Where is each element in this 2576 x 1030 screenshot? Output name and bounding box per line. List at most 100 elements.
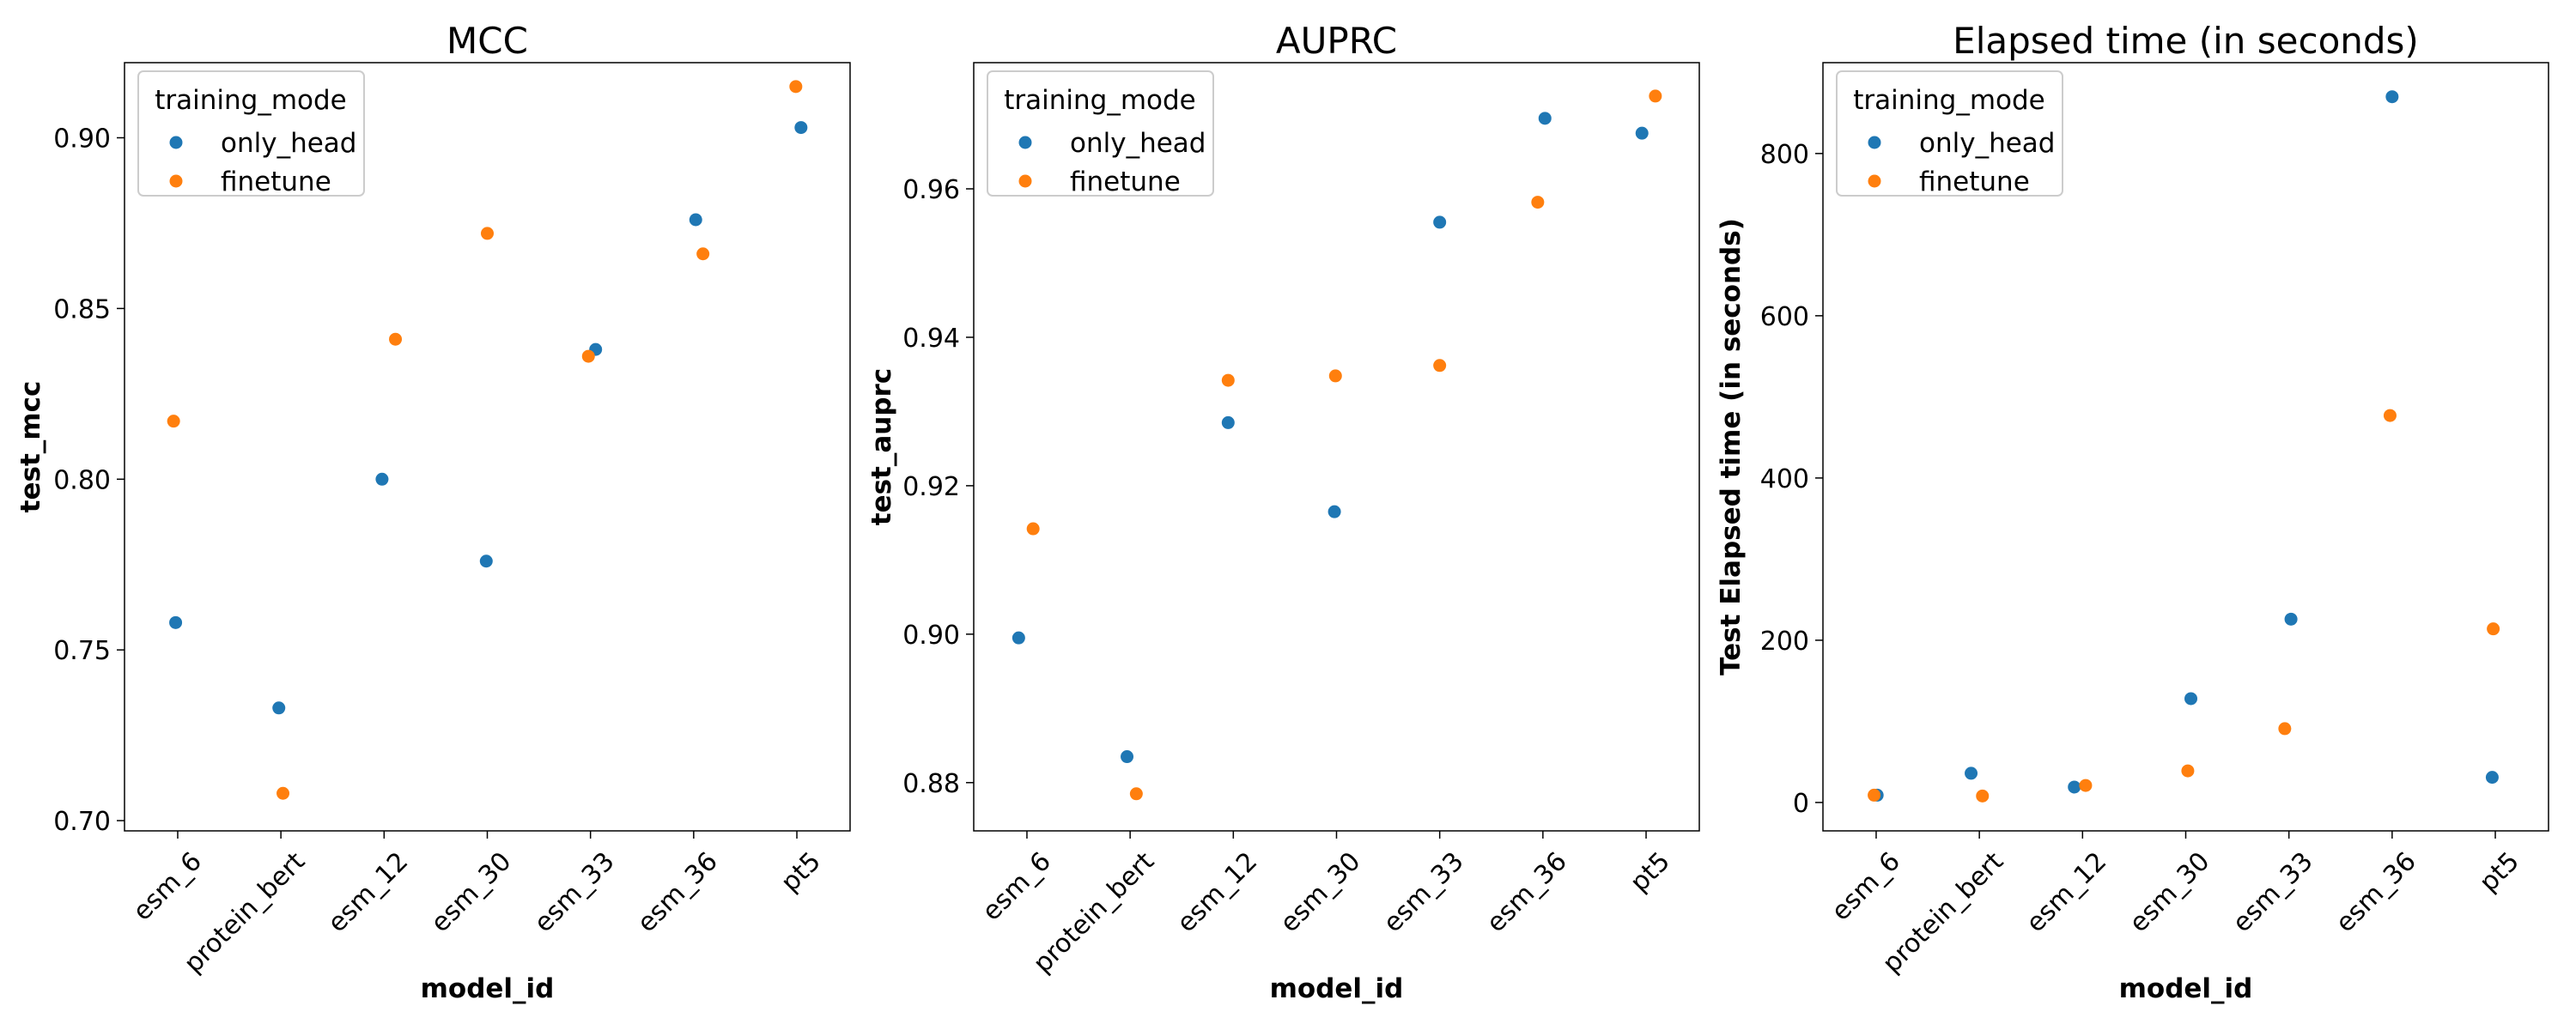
data-point-only-head bbox=[272, 701, 286, 715]
legend-title: training_mode bbox=[155, 85, 347, 116]
x-tick-label: pt5 bbox=[775, 846, 827, 898]
y-tick-label: 0 bbox=[1793, 789, 1809, 819]
legend-title: training_mode bbox=[1004, 85, 1196, 116]
legend-label-only-head: only_head bbox=[1070, 128, 1206, 159]
y-tick-label: 400 bbox=[1760, 464, 1809, 494]
y-tick-label: 0.75 bbox=[53, 636, 111, 666]
data-point-finetune bbox=[696, 247, 710, 261]
data-point-finetune bbox=[1026, 522, 1040, 536]
x-tick-label: esm_33 bbox=[1377, 846, 1469, 938]
data-point-only-head bbox=[1433, 215, 1447, 229]
legend-box bbox=[137, 70, 365, 197]
y-tick-label: 0.90 bbox=[902, 621, 960, 651]
data-point-finetune bbox=[1328, 369, 1342, 383]
data-point-only-head bbox=[479, 554, 493, 568]
data-point-finetune bbox=[581, 349, 595, 363]
data-point-finetune bbox=[2079, 779, 2093, 792]
legend-marker-finetune bbox=[1018, 174, 1032, 188]
x-tick-label: esm_6 bbox=[127, 846, 208, 927]
chart-panel-1: MCC0.700.750.800.850.90esm_6protein_bert… bbox=[15, 20, 851, 1004]
data-point-finetune bbox=[2181, 764, 2195, 778]
x-tick-label: esm_36 bbox=[1481, 846, 1573, 938]
data-point-finetune bbox=[789, 80, 803, 94]
x-tick-label: pt5 bbox=[1625, 846, 1676, 898]
data-point-finetune bbox=[276, 786, 290, 800]
data-point-only-head bbox=[2184, 692, 2198, 706]
data-point-finetune bbox=[389, 332, 403, 346]
legend-label-finetune: finetune bbox=[1919, 167, 2030, 197]
y-tick-label: 800 bbox=[1760, 140, 1809, 170]
data-point-finetune bbox=[167, 415, 180, 428]
x-tick-label: esm_12 bbox=[2020, 846, 2112, 938]
data-point-finetune bbox=[1129, 787, 1143, 801]
x-tick-label: esm_12 bbox=[322, 846, 414, 938]
x-tick-label: esm_36 bbox=[632, 846, 724, 938]
data-point-only-head bbox=[2485, 771, 2499, 785]
y-tick-label: 0.94 bbox=[902, 324, 960, 354]
y-tick-label: 0.92 bbox=[902, 472, 960, 502]
data-point-finetune bbox=[1976, 789, 1990, 803]
x-tick-label: esm_30 bbox=[1274, 846, 1366, 938]
chart-title: AUPRC bbox=[1276, 20, 1397, 62]
legend-marker-only-head bbox=[169, 136, 183, 149]
data-point-only-head bbox=[1635, 126, 1649, 140]
y-tick-label: 0.70 bbox=[53, 807, 111, 837]
x-tick-label: esm_36 bbox=[2330, 846, 2422, 938]
y-axis-label: test_auprc bbox=[866, 368, 897, 525]
data-point-finetune bbox=[481, 227, 494, 240]
chart-panel-2: AUPRC0.880.900.920.940.96esm_6protein_be… bbox=[866, 20, 1700, 1004]
data-point-only-head bbox=[1327, 505, 1341, 518]
y-axis-label: Test Elapsed time (in seconds) bbox=[1716, 218, 1747, 676]
y-tick-label: 0.96 bbox=[902, 175, 960, 205]
data-point-only-head bbox=[1221, 415, 1235, 429]
data-point-finetune bbox=[2487, 622, 2500, 636]
data-point-finetune bbox=[1221, 373, 1235, 387]
chart-title: MCC bbox=[447, 20, 528, 62]
legend-label-only-head: only_head bbox=[221, 128, 356, 159]
data-point-finetune bbox=[1868, 788, 1881, 802]
x-tick-label: esm_6 bbox=[976, 846, 1057, 927]
x-axis-label: model_id bbox=[421, 973, 555, 1004]
x-axis-label: model_id bbox=[2119, 973, 2253, 1004]
legend: training_mode only_head finetune bbox=[987, 70, 1214, 197]
data-point-only-head bbox=[1965, 766, 1978, 780]
legend-marker-only-head bbox=[1018, 136, 1032, 149]
legend-box bbox=[987, 70, 1214, 197]
y-tick-label: 600 bbox=[1760, 302, 1809, 332]
data-point-only-head bbox=[1121, 750, 1134, 764]
legend-marker-only-head bbox=[1868, 136, 1881, 149]
legend: training_mode only_head finetune bbox=[1836, 70, 2063, 197]
x-tick-label: esm_30 bbox=[425, 846, 517, 938]
data-point-only-head bbox=[1538, 112, 1552, 125]
y-tick-label: 0.90 bbox=[53, 124, 111, 154]
data-point-finetune bbox=[2278, 722, 2292, 736]
x-tick-label: esm_30 bbox=[2123, 846, 2215, 938]
data-point-finetune bbox=[2383, 409, 2397, 422]
legend-marker-finetune bbox=[169, 174, 183, 188]
data-point-only-head bbox=[1012, 631, 1025, 645]
x-tick-label: esm_33 bbox=[2227, 846, 2318, 938]
x-tick-label: esm_12 bbox=[1171, 846, 1263, 938]
y-tick-label: 0.85 bbox=[53, 294, 111, 324]
y-axis-label: test_mcc bbox=[15, 381, 46, 513]
legend-title: training_mode bbox=[1853, 85, 2045, 116]
legend-label-finetune: finetune bbox=[1070, 167, 1181, 197]
data-point-finetune bbox=[1531, 196, 1545, 209]
y-tick-label: 0.88 bbox=[902, 769, 960, 799]
y-tick-label: 200 bbox=[1760, 627, 1809, 657]
chart-title: Elapsed time (in seconds) bbox=[1953, 20, 2419, 62]
y-tick-label: 0.80 bbox=[53, 465, 111, 495]
data-point-only-head bbox=[689, 213, 702, 227]
chart-panel-3: Elapsed time (in seconds) 0 200 400 600 800 es… bbox=[1716, 20, 2549, 1004]
legend: training_mode only_head finetune bbox=[137, 70, 365, 197]
data-point-only-head bbox=[794, 121, 808, 135]
x-tick-label: esm_6 bbox=[1826, 846, 1906, 927]
legend-box bbox=[1836, 70, 2063, 197]
x-tick-label: pt5 bbox=[2474, 846, 2525, 898]
data-point-only-head bbox=[2284, 612, 2298, 626]
data-point-only-head bbox=[2068, 780, 2081, 794]
x-axis-label: model_id bbox=[1270, 973, 1404, 1004]
data-point-finetune bbox=[1433, 359, 1447, 373]
legend-marker-finetune bbox=[1868, 174, 1881, 188]
